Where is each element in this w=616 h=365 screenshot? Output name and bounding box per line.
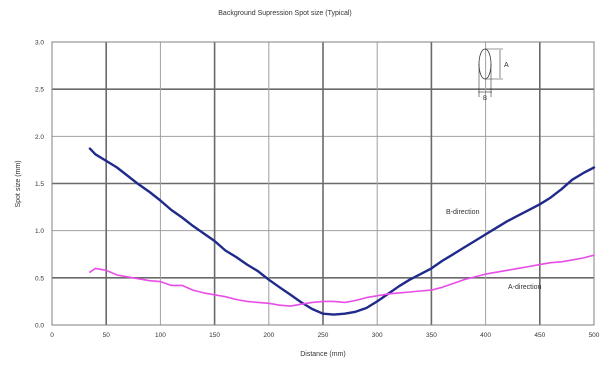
- chart-title: Background Supression Spot size (Typical…: [218, 10, 351, 17]
- spot-shape-diagram: A B: [478, 49, 509, 102]
- a-direction-series-line: [90, 255, 594, 306]
- x-tick-label: 400: [480, 332, 491, 339]
- x-tick-label: 50: [103, 332, 111, 339]
- x-axis-label: Distance (mm): [300, 351, 346, 358]
- y-tick-label: 2.5: [35, 87, 44, 94]
- x-tick-label: 100: [155, 332, 166, 339]
- grid: [52, 42, 594, 325]
- x-tick-label: 250: [318, 332, 329, 339]
- diagram-a-label: A: [504, 62, 509, 69]
- y-axis-label: Spot size (mm): [15, 160, 22, 207]
- a-direction-label: A-direction: [508, 284, 542, 291]
- y-tick-label: 1.0: [35, 228, 44, 235]
- y-axis-ticks: 0.0 0.5 1.0 1.5 2.0 2.5 3.0: [35, 40, 44, 330]
- x-tick-label: 500: [589, 332, 600, 339]
- y-tick-label: 1.5: [35, 181, 44, 188]
- spot-ellipse: [479, 49, 491, 79]
- y-tick-label: 0.0: [35, 323, 44, 330]
- x-axis-ticks: 0 50 100 150 200 250 300 350 400 450 500: [50, 332, 600, 339]
- y-tick-label: 3.0: [35, 40, 44, 47]
- x-tick-label: 350: [426, 332, 437, 339]
- x-tick-label: 0: [50, 332, 54, 339]
- x-tick-label: 300: [372, 332, 383, 339]
- x-tick-label: 150: [209, 332, 220, 339]
- y-tick-label: 2.0: [35, 134, 44, 141]
- y-tick-label: 0.5: [35, 275, 44, 282]
- b-direction-label: B-direction: [446, 209, 480, 216]
- diagram-b-label: B: [483, 96, 487, 102]
- x-tick-label: 450: [534, 332, 545, 339]
- x-tick-label: 200: [263, 332, 274, 339]
